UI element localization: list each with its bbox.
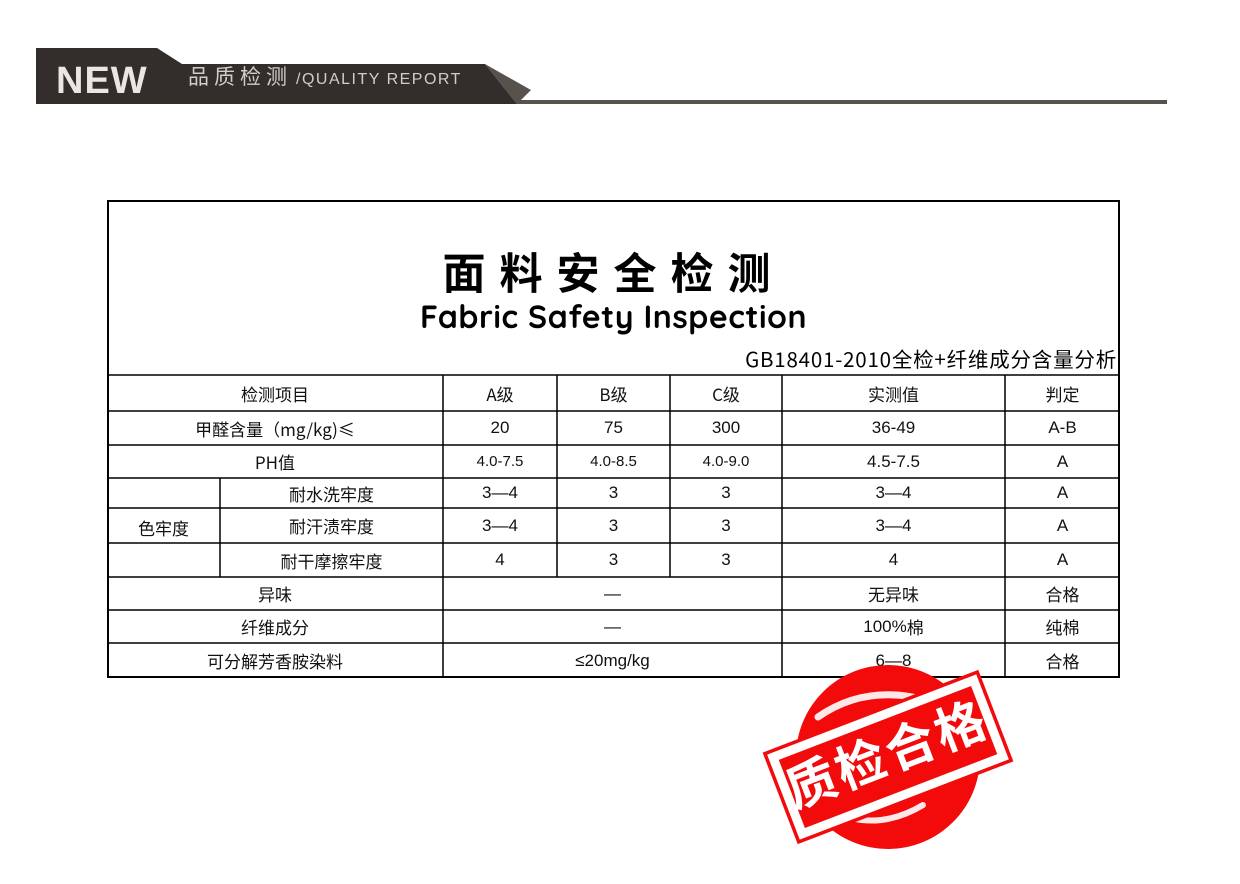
svg-text:品质检测: 品质检测 <box>188 66 292 89</box>
svg-text:/QUALITY REPORT: /QUALITY REPORT <box>296 71 462 88</box>
svg-text:NEW: NEW <box>56 60 148 102</box>
